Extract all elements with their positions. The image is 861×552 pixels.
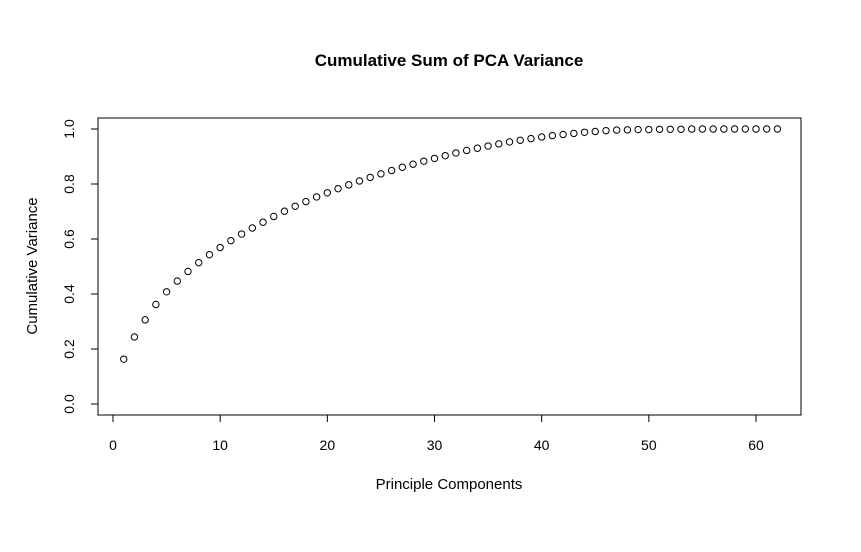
data-point (312, 193, 321, 201)
data-point (323, 189, 332, 197)
data-point (270, 212, 278, 221)
data-point (162, 288, 171, 296)
data-point (216, 243, 224, 252)
data-point (280, 207, 289, 215)
data-point (559, 130, 567, 139)
y-axis: 0.0 0.2 0.4 0.6 0.8 1.0 (61, 119, 99, 414)
y-tick-label: 0.6 (61, 229, 77, 249)
data-point (462, 146, 471, 155)
data-point (237, 230, 246, 238)
plot-frame (97, 117, 802, 416)
data-points (120, 125, 782, 363)
x-tick-label: 10 (212, 437, 228, 453)
data-point (355, 177, 364, 185)
x-tick-label: 0 (109, 437, 117, 453)
y-tick-label: 0.2 (61, 339, 77, 359)
data-point (612, 126, 621, 134)
data-point (709, 125, 717, 133)
x-axis: 0 10 20 30 40 50 60 (109, 414, 764, 453)
x-tick-label: 40 (534, 437, 550, 453)
y-tick-label: 0.0 (61, 394, 77, 414)
data-point (152, 300, 160, 309)
data-point (130, 333, 139, 341)
data-point (345, 181, 353, 189)
data-point (591, 127, 599, 136)
data-point (184, 267, 192, 276)
data-point (537, 133, 546, 141)
y-tick-label: 0.8 (61, 174, 77, 194)
data-point (634, 125, 642, 134)
data-point (698, 125, 707, 133)
data-point (548, 131, 557, 140)
y-tick-label: 1.0 (61, 119, 77, 139)
data-point (302, 197, 310, 206)
data-point (259, 218, 267, 226)
data-point (366, 173, 374, 182)
data-point (527, 134, 535, 143)
data-point (730, 125, 739, 133)
data-point (763, 125, 771, 133)
data-point (205, 250, 214, 259)
data-point (120, 355, 128, 363)
data-point (516, 136, 524, 144)
x-axis-label: Principle Components (376, 476, 523, 493)
data-point (645, 125, 653, 134)
data-point (430, 154, 439, 163)
x-tick-label: 60 (748, 437, 764, 453)
y-tick-label: 0.4 (61, 284, 77, 304)
data-point (484, 142, 492, 150)
data-point (655, 125, 664, 133)
data-point (377, 170, 385, 178)
data-point (334, 184, 342, 193)
x-tick-label: 20 (320, 437, 336, 453)
data-point (741, 125, 749, 133)
data-point (420, 157, 428, 165)
data-point (141, 316, 149, 324)
data-point (623, 126, 632, 134)
data-point (666, 125, 674, 133)
data-point (720, 125, 728, 133)
data-point (248, 224, 257, 232)
data-point (495, 140, 503, 148)
data-point (677, 125, 685, 133)
chart-title: Cumulative Sum of PCA Variance (315, 51, 584, 70)
data-point (173, 277, 182, 285)
data-point (602, 126, 610, 135)
data-point (688, 125, 696, 133)
x-tick-label: 50 (641, 437, 657, 453)
data-point (195, 258, 203, 267)
data-point (387, 166, 396, 175)
data-point (227, 236, 235, 245)
y-axis-label: Cumulative Variance (24, 197, 41, 334)
data-point (452, 149, 460, 157)
data-point (398, 163, 407, 171)
data-point (570, 129, 578, 138)
data-point (580, 128, 589, 137)
data-point (505, 138, 514, 146)
data-point (773, 125, 782, 133)
data-point (291, 202, 299, 210)
data-point (752, 125, 760, 133)
data-point (473, 144, 482, 152)
data-point (409, 160, 417, 168)
data-point (441, 151, 449, 160)
x-tick-label: 30 (427, 437, 443, 453)
